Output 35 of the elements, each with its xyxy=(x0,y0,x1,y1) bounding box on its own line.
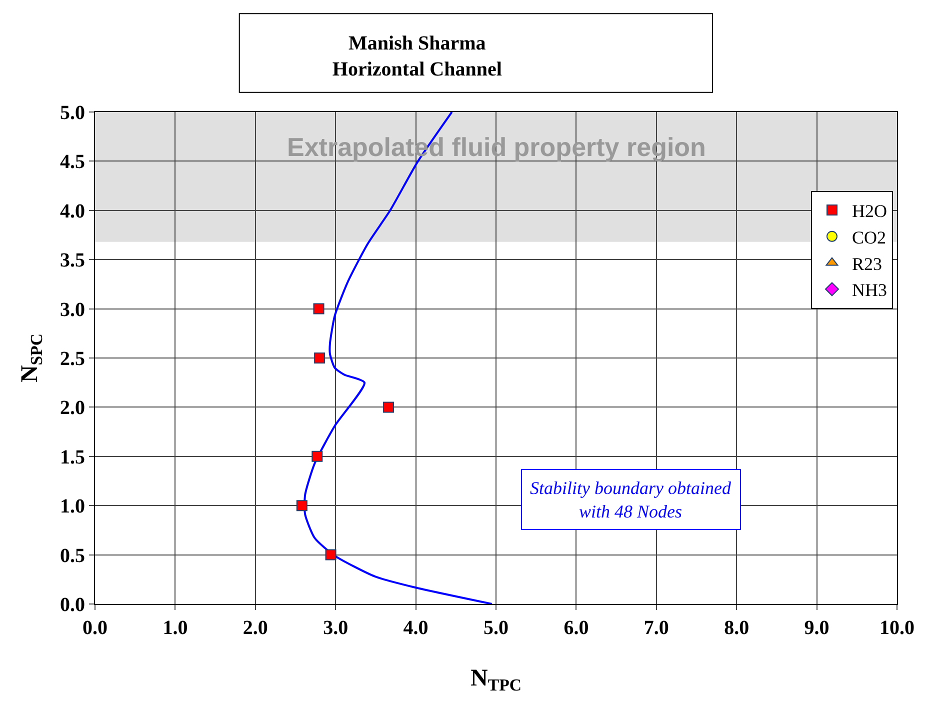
y-tick-label: 2.0 xyxy=(60,397,85,420)
point xyxy=(314,352,326,364)
y-tick-label: 4.0 xyxy=(60,200,85,222)
x-tick-label: 0.0 xyxy=(82,617,108,639)
x-tick-label: 7.0 xyxy=(644,617,669,639)
x-tick-label: 4.0 xyxy=(403,617,428,639)
y-tick-label: 1.5 xyxy=(60,446,85,468)
point xyxy=(312,450,323,462)
point xyxy=(296,500,308,512)
y-tick-label: 1.0 xyxy=(60,496,85,518)
x-tick-label: 6.0 xyxy=(564,617,589,639)
x-tick-label: 5.0 xyxy=(484,617,508,639)
annotation: Stability boundary obtained with 48 Nodes xyxy=(530,478,732,522)
x-tick-label: 8.0 xyxy=(724,617,750,639)
x-tick-label: 10.0 xyxy=(880,617,914,639)
legend-label: CO2 xyxy=(852,227,886,248)
y-tick-label: 2.5 xyxy=(60,348,85,370)
x-axis-title: N$_{TPC}$ xyxy=(470,665,522,694)
x-tick-label: 3.0 xyxy=(323,617,348,639)
y-tick-label: 5.0 xyxy=(60,102,85,124)
x-tick-label: 1.0 xyxy=(162,617,188,639)
legend-label: NH3 xyxy=(852,280,887,300)
legend-label: R23 xyxy=(852,254,882,274)
y-tick-label: 0.5 xyxy=(60,544,85,567)
point xyxy=(313,303,324,314)
x-tick-label: 2.0 xyxy=(242,617,268,639)
x-tick-label: 9.0 xyxy=(804,617,830,639)
y-tick-label: 3.5 xyxy=(60,250,85,272)
legend-label: H2O xyxy=(852,200,887,221)
point xyxy=(383,402,394,413)
chart-title: Manish Sharma Horizontal Channel xyxy=(332,32,502,80)
y-tick-label: 3.0 xyxy=(60,298,85,321)
y-tick-label: 4.5 xyxy=(60,151,85,174)
point xyxy=(325,549,336,560)
y-tick-label: 0.0 xyxy=(60,594,85,616)
